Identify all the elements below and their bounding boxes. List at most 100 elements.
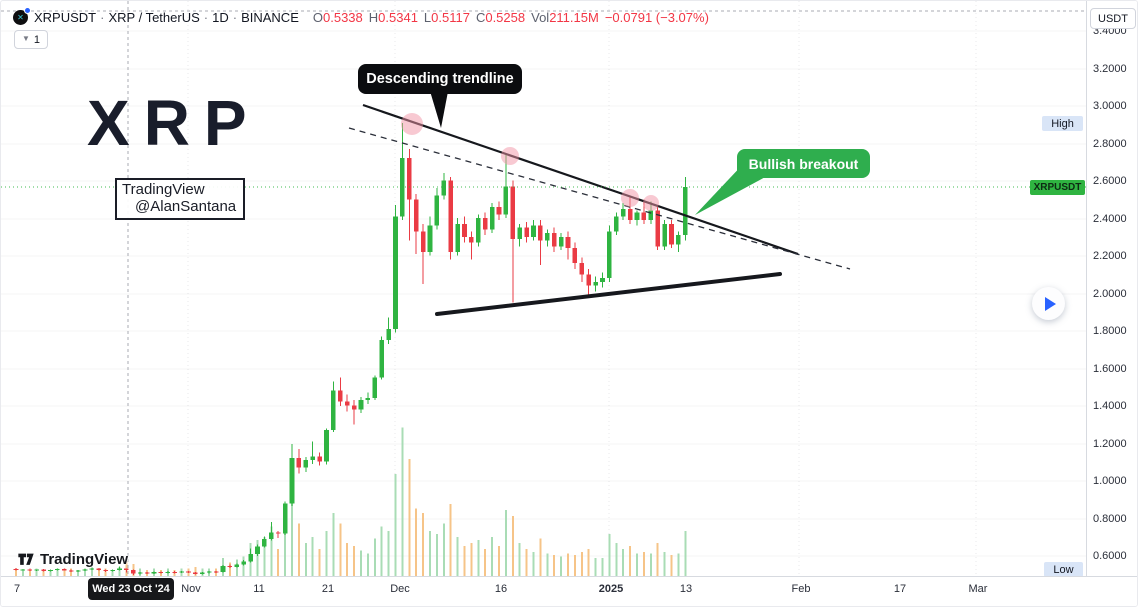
candle-body <box>220 566 226 573</box>
volume-bar <box>97 568 100 576</box>
candle-body <box>324 430 329 462</box>
price-tick: 3.2000 <box>1093 63 1127 75</box>
low-label: Low <box>1044 562 1083 577</box>
volume-bar <box>511 516 514 576</box>
symbol-interval[interactable]: 1D <box>212 10 229 25</box>
ohlc-value: 0.5117 <box>431 10 470 25</box>
candle-body <box>289 458 295 504</box>
candle-body <box>75 570 81 572</box>
ohlc-key: C <box>475 10 486 25</box>
price-tick: 1.2000 <box>1093 438 1127 450</box>
volume-bar <box>594 558 597 576</box>
candle-body <box>110 569 115 571</box>
bar-count-button[interactable]: ▼ 1 <box>14 30 48 49</box>
candle-body <box>400 158 405 217</box>
ohlc-key: Vol <box>531 10 550 25</box>
volume-bar <box>35 568 38 576</box>
volume-bar <box>63 568 66 576</box>
price-tick: 1.8000 <box>1093 325 1127 337</box>
currency-unit-button[interactable]: USDT <box>1090 8 1136 29</box>
ohlc-key: L <box>423 10 432 25</box>
price-axis-pane[interactable]: 3.4000 3.2000 3.0000 2.8000 2.6000 2.4000 2.20… <box>1086 1 1137 576</box>
volume-bar <box>587 549 590 576</box>
volume-bar <box>546 553 549 576</box>
tradingview-logo[interactable]: TradingView <box>17 550 128 568</box>
candle-body <box>137 572 143 574</box>
support-trendline[interactable] <box>435 272 782 316</box>
candle-body <box>206 571 212 573</box>
volume-bar <box>642 552 645 576</box>
trendline-touch-marker <box>621 189 639 207</box>
candle-body <box>200 572 205 574</box>
bullish-breakout-callout[interactable]: Bullish breakout <box>737 149 870 178</box>
volume-bar <box>553 555 556 576</box>
tradingview-logo-text: TradingView <box>40 550 129 568</box>
volume-bar <box>663 552 666 576</box>
candle-body <box>434 195 440 226</box>
xrp-coin-icon: ✕ <box>13 7 31 25</box>
candle-body <box>248 554 253 562</box>
time-tick: 13 <box>679 583 693 595</box>
trendline-touch-marker <box>401 113 423 135</box>
volume-bar <box>270 526 273 576</box>
candle-body <box>213 571 219 573</box>
candle-body <box>255 546 260 555</box>
ohlc-values: O 0.5338 H 0.5341 L 0.5117 C 0.5258 Vol 211.15M <box>307 10 599 25</box>
candle-body <box>269 532 274 539</box>
symbol-pair: XRP / TetherUS <box>108 10 200 25</box>
candle-body <box>275 532 281 534</box>
replay-play-button[interactable] <box>1032 287 1065 320</box>
volume-bar <box>401 427 404 576</box>
volume-bar <box>580 552 583 576</box>
volume-bar <box>346 543 349 576</box>
candle-body <box>614 216 619 232</box>
candle-body <box>172 571 177 573</box>
candle-body <box>386 328 391 340</box>
volume-bar <box>28 570 31 576</box>
time-tick: 17 <box>893 583 907 595</box>
candle-body <box>634 212 640 220</box>
volume-bar <box>77 570 80 576</box>
symbol-name[interactable]: XRPUSDT <box>34 10 97 25</box>
volume-bar <box>263 537 266 576</box>
price-tick: 1.6000 <box>1093 363 1127 375</box>
volume-bar <box>325 531 328 576</box>
candle-body <box>186 571 191 573</box>
attribution-box[interactable]: TradingView @AlanSantana <box>115 178 246 220</box>
time-tick: Nov <box>181 583 201 595</box>
attribution-line1: TradingView <box>122 181 205 198</box>
idea-badge-icon <box>24 7 31 14</box>
descending-trendline[interactable] <box>362 103 799 256</box>
candle-body <box>344 401 350 406</box>
volume-bar <box>677 553 680 576</box>
volume-bar <box>49 570 52 576</box>
volume-bar <box>360 550 362 576</box>
candle-body <box>427 225 433 252</box>
volume-bar <box>491 537 494 576</box>
ohlc-value: 0.5258 <box>485 10 526 25</box>
time-axis-pane[interactable]: Wed 23 Oct '24 7 Nov 11 21 Dec 16 2025 13 Feb 17 M… <box>1 576 1137 606</box>
volume-bar <box>629 546 632 576</box>
symbol-legend[interactable]: ✕ XRPUSDT · XRP / TetherUS · 1D · BINANC… <box>13 7 709 25</box>
volume-bar <box>518 543 521 576</box>
volume-bar <box>601 558 604 576</box>
attribution-line2: @AlanSantana <box>135 198 237 215</box>
candle-body <box>282 503 288 534</box>
candle-body <box>648 210 654 220</box>
descending-trendline-dashed[interactable] <box>348 127 851 270</box>
candle-body <box>407 158 412 200</box>
ohlc-key: H <box>368 10 379 25</box>
crosshair-date-chip: Wed 23 Oct '24 <box>88 578 174 600</box>
candle-body <box>496 206 502 215</box>
time-tick: 16 <box>494 583 508 595</box>
volume-bar <box>394 474 397 576</box>
volume-bar <box>649 553 652 576</box>
price-tick: 3.0000 <box>1093 100 1127 112</box>
volume-bar <box>684 531 687 576</box>
candle-body <box>669 223 674 245</box>
candle-body <box>420 231 426 252</box>
time-tick: 11 <box>253 583 265 595</box>
descending-trendline-callout[interactable]: Descending trendline <box>358 64 522 94</box>
volume-bar <box>284 519 287 576</box>
